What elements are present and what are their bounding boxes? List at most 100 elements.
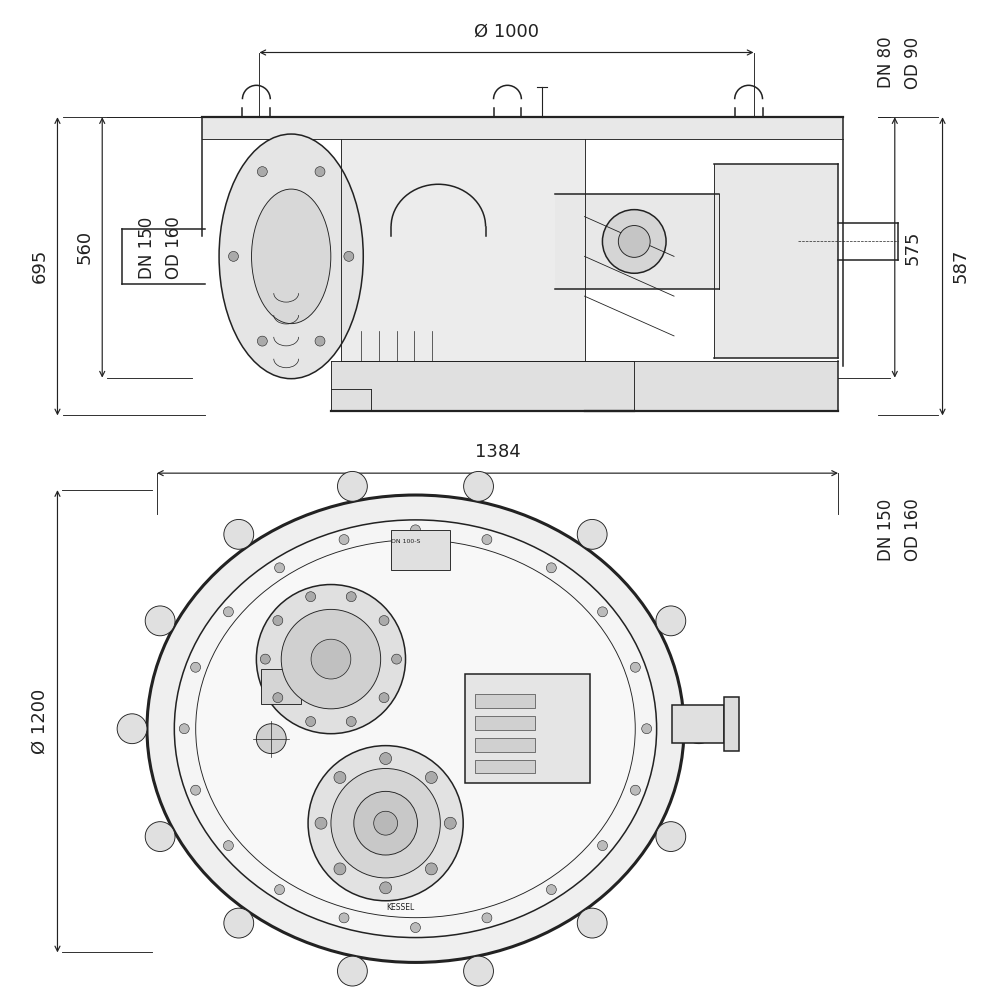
Circle shape (256, 724, 286, 754)
Ellipse shape (464, 471, 493, 501)
Ellipse shape (224, 519, 254, 549)
Circle shape (346, 592, 356, 602)
Bar (391, 530, 450, 570)
Circle shape (618, 226, 650, 257)
Circle shape (630, 662, 640, 672)
Circle shape (315, 817, 327, 829)
Text: 560: 560 (75, 230, 93, 264)
Ellipse shape (117, 714, 147, 744)
Circle shape (229, 251, 238, 261)
Circle shape (598, 607, 607, 617)
Bar (465, 674, 590, 783)
Circle shape (380, 753, 392, 765)
Text: 587: 587 (951, 249, 969, 283)
Polygon shape (341, 139, 585, 361)
Ellipse shape (145, 606, 175, 636)
Circle shape (191, 662, 201, 672)
Bar (475, 738, 535, 752)
Circle shape (444, 817, 456, 829)
Circle shape (598, 841, 607, 851)
Circle shape (392, 654, 402, 664)
Circle shape (315, 167, 325, 177)
Circle shape (306, 717, 316, 727)
Ellipse shape (656, 606, 686, 636)
Ellipse shape (145, 822, 175, 852)
Circle shape (315, 336, 325, 346)
Circle shape (275, 563, 285, 573)
Ellipse shape (252, 189, 331, 324)
Circle shape (334, 772, 346, 783)
Ellipse shape (577, 908, 607, 938)
Circle shape (379, 693, 389, 703)
Text: OD 160: OD 160 (165, 216, 183, 279)
Circle shape (179, 724, 189, 734)
Circle shape (410, 923, 420, 933)
Ellipse shape (337, 471, 367, 501)
Circle shape (630, 785, 640, 795)
Text: DN 150: DN 150 (877, 499, 895, 561)
Ellipse shape (337, 956, 367, 986)
Bar (672, 705, 724, 743)
Circle shape (374, 811, 398, 835)
Circle shape (425, 863, 437, 875)
Ellipse shape (464, 956, 493, 986)
Ellipse shape (174, 520, 657, 938)
Circle shape (311, 639, 351, 679)
Circle shape (191, 785, 201, 795)
Circle shape (411, 525, 420, 535)
Circle shape (346, 717, 356, 727)
Circle shape (379, 616, 389, 626)
Text: 575: 575 (904, 230, 922, 265)
Text: KESSEL: KESSEL (386, 903, 415, 912)
Circle shape (273, 616, 283, 626)
Text: DN 80: DN 80 (877, 37, 895, 88)
Circle shape (482, 535, 492, 545)
Circle shape (334, 863, 346, 875)
Circle shape (339, 535, 349, 545)
Circle shape (308, 746, 463, 901)
Polygon shape (555, 194, 719, 289)
Bar (475, 716, 535, 730)
Circle shape (273, 693, 283, 703)
Circle shape (260, 654, 270, 664)
Circle shape (546, 563, 556, 573)
Circle shape (281, 609, 381, 709)
Circle shape (256, 585, 406, 734)
Circle shape (257, 167, 267, 177)
Polygon shape (331, 361, 634, 410)
Ellipse shape (196, 540, 635, 918)
Circle shape (380, 882, 392, 894)
Circle shape (354, 791, 417, 855)
Circle shape (344, 251, 354, 261)
Bar (261, 669, 301, 704)
Text: DN 150: DN 150 (138, 216, 156, 279)
Text: OD 90: OD 90 (904, 36, 922, 89)
Circle shape (223, 607, 233, 617)
Bar (724, 697, 739, 751)
Circle shape (602, 210, 666, 273)
Circle shape (339, 913, 349, 923)
Ellipse shape (147, 495, 684, 962)
Circle shape (642, 724, 652, 734)
Text: Ø 1200: Ø 1200 (31, 689, 49, 754)
Circle shape (257, 336, 267, 346)
Circle shape (331, 768, 440, 878)
Circle shape (546, 885, 556, 895)
Circle shape (223, 841, 233, 851)
Text: DN 100-S: DN 100-S (391, 539, 420, 544)
Text: 695: 695 (31, 249, 49, 283)
Ellipse shape (219, 134, 363, 379)
Bar (475, 760, 535, 773)
Text: Ø 1000: Ø 1000 (474, 23, 539, 41)
Ellipse shape (684, 714, 714, 744)
Ellipse shape (577, 519, 607, 549)
Text: 1384: 1384 (475, 443, 520, 461)
Bar (475, 694, 535, 708)
Polygon shape (585, 361, 838, 410)
Text: OD 160: OD 160 (904, 498, 922, 561)
Circle shape (482, 913, 492, 923)
Circle shape (275, 885, 285, 895)
Ellipse shape (656, 822, 686, 852)
Ellipse shape (224, 908, 254, 938)
Circle shape (425, 772, 437, 783)
